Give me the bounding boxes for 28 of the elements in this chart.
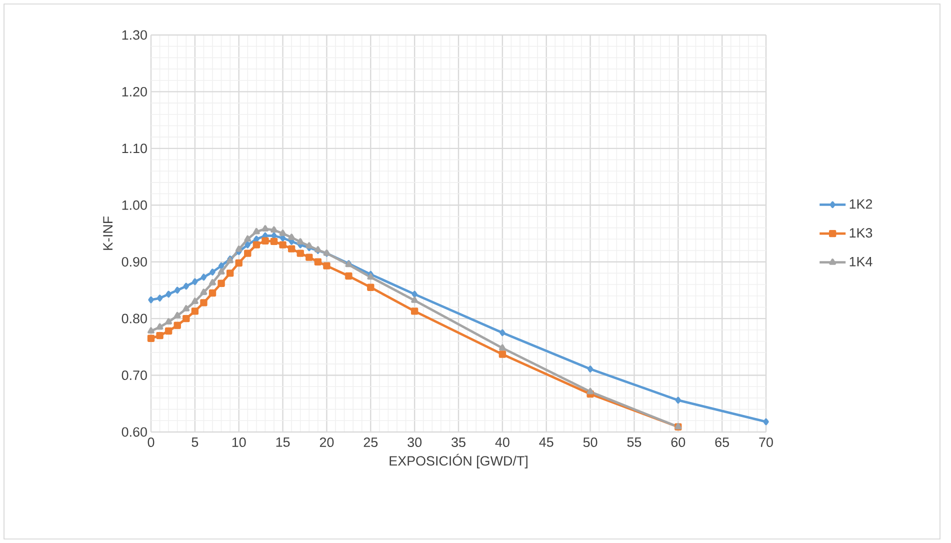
x-tick-label: 30 [408, 438, 422, 448]
x-tick-label: 35 [452, 438, 466, 448]
x-tick-label: 25 [364, 438, 378, 448]
y-axis-title: K-INF [103, 216, 112, 250]
x-tick-label: 60 [671, 438, 686, 448]
y-tick-label: 0.60 [122, 427, 147, 437]
legend-label: 1K3 [850, 228, 872, 238]
x-tick-label: 40 [495, 438, 510, 448]
y-tick-label: 0.70 [122, 370, 147, 380]
legend-label: 1K2 [850, 199, 872, 209]
x-tick-label: 55 [627, 438, 642, 447]
x-tick-label: 70 [759, 438, 773, 448]
y-tick-label: 1.00 [122, 200, 147, 210]
x-tick-label: 0 [148, 438, 154, 448]
y-tick-label: 0.80 [122, 314, 147, 324]
x-tick-label: 15 [276, 438, 290, 447]
legend-label: 1K4 [850, 256, 872, 266]
x-tick-label: 65 [715, 438, 729, 448]
x-tick-label: 45 [539, 438, 554, 447]
y-tick-label: 0.90 [122, 257, 147, 267]
x-tick-label: 50 [583, 438, 598, 448]
x-tick-label: 10 [232, 438, 246, 448]
y-tick-label: 1.30 [122, 30, 147, 40]
y-tick-label: 1.10 [122, 144, 147, 154]
x-axis-title: EXPOSICIÓN [GWD/T] [390, 454, 528, 468]
x-tick-label: 5 [192, 438, 198, 447]
y-tick-label: 1.20 [122, 86, 147, 96]
x-tick-label: 20 [320, 438, 334, 448]
